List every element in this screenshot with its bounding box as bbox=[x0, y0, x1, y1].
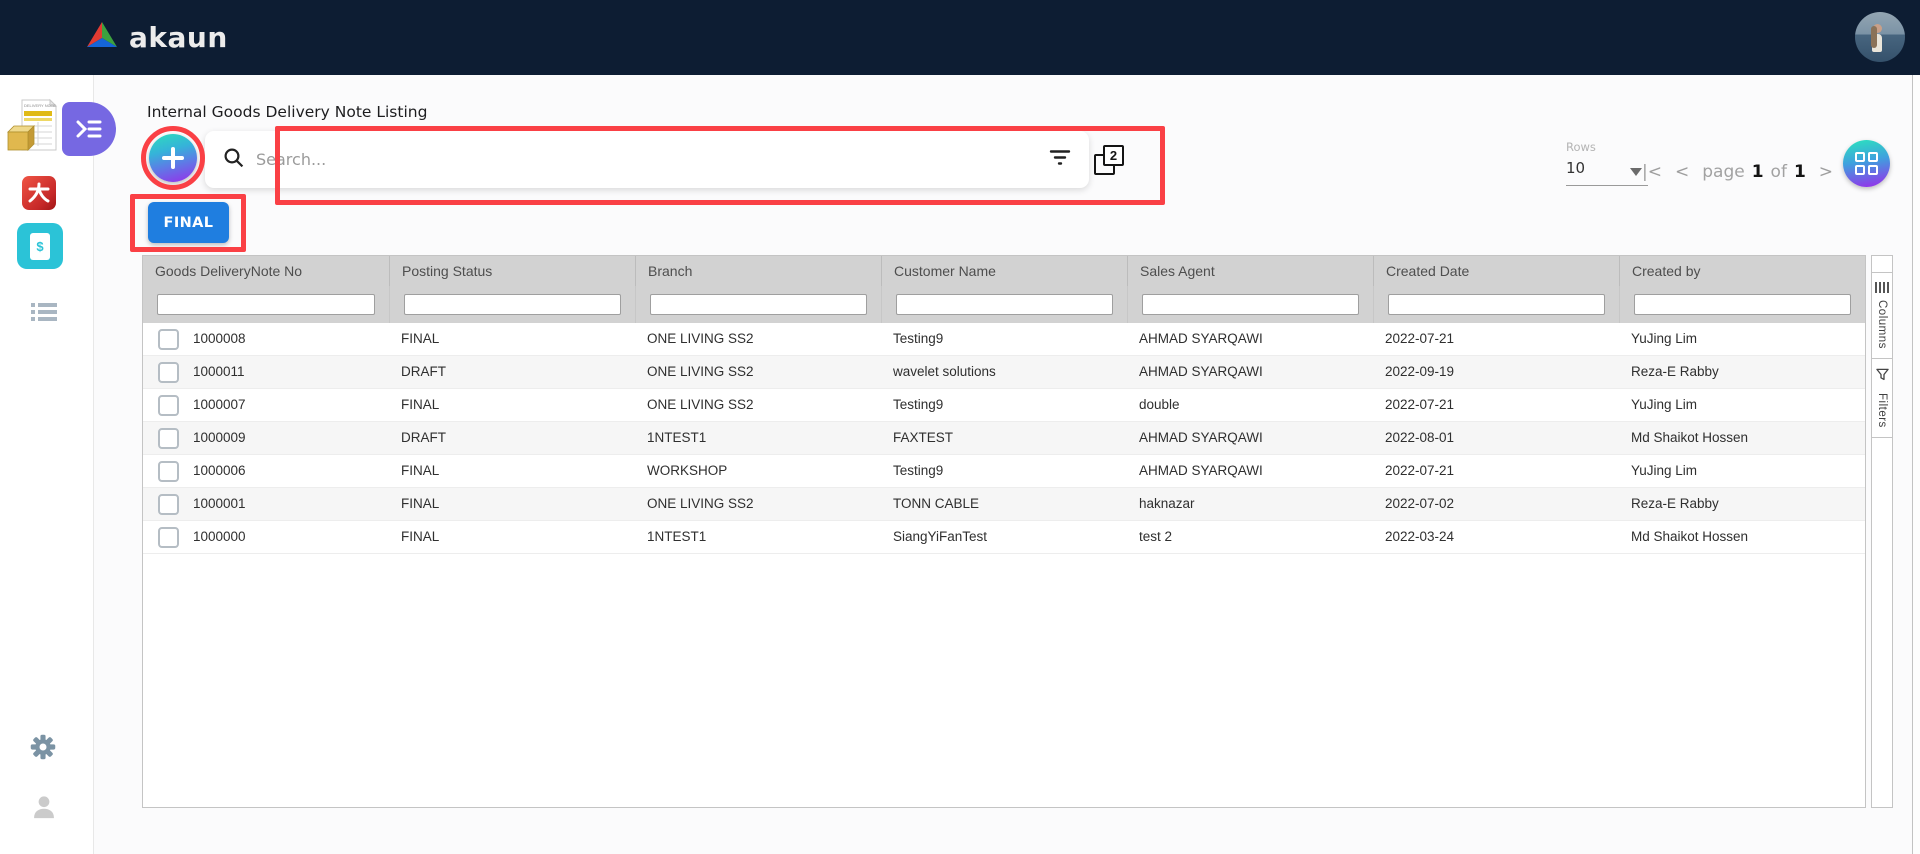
svg-text:DELIVERY NOTE: DELIVERY NOTE bbox=[24, 103, 56, 108]
current-page: 1 bbox=[1751, 162, 1764, 182]
menu-open-icon bbox=[76, 120, 102, 138]
filter-input-customer-name[interactable] bbox=[896, 294, 1113, 315]
left-sidebar: DELIVERY NOTE bbox=[0, 75, 94, 854]
delivery-note-module-icon[interactable]: DELIVERY NOTE bbox=[6, 98, 60, 156]
row-checkbox[interactable] bbox=[158, 361, 179, 383]
dai-character-glyph bbox=[28, 182, 50, 203]
table-row[interactable]: 1000009 DRAFT 1NTEST1 FAXTEST AHMAD SYAR… bbox=[143, 422, 1865, 455]
page-indicator: page 1 of 1 bbox=[1702, 162, 1806, 182]
akaun-logo[interactable]: akaun bbox=[84, 20, 228, 55]
filter-input-sales-agent[interactable] bbox=[1142, 294, 1359, 315]
col-header-customer-name[interactable]: Customer Name bbox=[881, 256, 1127, 286]
filter-input-created-date[interactable] bbox=[1388, 294, 1605, 315]
tab-filters[interactable]: Filters bbox=[1872, 359, 1892, 438]
total-pages: 1 bbox=[1793, 162, 1806, 182]
dollar-document-icon: $ bbox=[30, 232, 50, 260]
user-avatar[interactable] bbox=[1855, 12, 1905, 62]
top-navbar: akaun bbox=[0, 0, 1920, 75]
view-layout-button[interactable] bbox=[1843, 140, 1890, 187]
filters-tab-label: Filters bbox=[1876, 392, 1888, 428]
next-page-button[interactable]: > bbox=[1818, 162, 1834, 182]
tab-columns[interactable]: Columns bbox=[1872, 273, 1892, 359]
col-header-created-by[interactable]: Created by bbox=[1619, 256, 1865, 286]
table-row[interactable]: 1000001 FINAL ONE LIVING SS2 TONN CABLE … bbox=[143, 488, 1865, 521]
row-checkbox[interactable] bbox=[158, 394, 179, 416]
table-row[interactable]: 1000011 DRAFT ONE LIVING SS2 wavelet sol… bbox=[143, 356, 1865, 389]
sidebar-expand-button[interactable] bbox=[62, 102, 116, 156]
table-filter-row bbox=[143, 286, 1865, 323]
row-checkbox[interactable] bbox=[158, 328, 179, 350]
profile-person-icon[interactable] bbox=[30, 793, 58, 826]
table-side-panel: Columns Filters bbox=[1871, 255, 1893, 808]
grid-icon bbox=[1855, 152, 1878, 175]
col-header-sales-agent[interactable]: Sales Agent bbox=[1127, 256, 1373, 286]
filter-input-posting-status[interactable] bbox=[404, 294, 621, 315]
page-title: Internal Goods Delivery Note Listing bbox=[147, 103, 428, 121]
filter-list-icon[interactable] bbox=[1049, 149, 1071, 171]
pagination: |< < page 1 of 1 > >| bbox=[1642, 162, 1866, 182]
col-header-branch[interactable]: Branch bbox=[635, 256, 881, 286]
final-filter-button[interactable]: FINAL bbox=[148, 202, 229, 243]
filter-input-created-by[interactable] bbox=[1634, 294, 1851, 315]
rows-value: 10 bbox=[1566, 159, 1586, 177]
add-new-button[interactable] bbox=[149, 134, 197, 182]
table-header-row: Goods DeliveryNote No Posting Status Bra… bbox=[143, 256, 1865, 286]
row-checkbox[interactable] bbox=[158, 493, 179, 515]
row-checkbox[interactable] bbox=[158, 427, 179, 449]
list-menu-icon[interactable] bbox=[31, 302, 57, 327]
settings-gear-icon[interactable] bbox=[29, 733, 57, 766]
avatar-photo bbox=[1871, 24, 1883, 54]
search-input[interactable] bbox=[254, 149, 1039, 170]
delivery-note-table: Goods DeliveryNote No Posting Status Bra… bbox=[142, 255, 1866, 808]
filter-input-branch[interactable] bbox=[650, 294, 867, 315]
columns-tab-label: Columns bbox=[1876, 300, 1888, 349]
red-app-icon[interactable] bbox=[22, 176, 56, 210]
col-header-posting-status[interactable]: Posting Status bbox=[389, 256, 635, 286]
row-checkbox[interactable] bbox=[158, 460, 179, 482]
col-header-created-date[interactable]: Created Date bbox=[1373, 256, 1619, 286]
akaun-triangle-icon bbox=[84, 20, 120, 55]
invoice-app-icon[interactable]: $ bbox=[17, 223, 63, 269]
table-row[interactable]: 1000006 FINAL WORKSHOP Testing9 AHMAD SY… bbox=[143, 455, 1865, 488]
rows-per-page-select[interactable]: Rows 10 bbox=[1566, 140, 1650, 188]
chevron-down-icon bbox=[1630, 168, 1642, 176]
search-icon bbox=[223, 147, 244, 173]
pages-count: 2 bbox=[1103, 145, 1124, 166]
scrollbar-track[interactable] bbox=[1913, 75, 1920, 854]
columns-icon bbox=[1875, 282, 1889, 293]
row-checkbox[interactable] bbox=[158, 526, 179, 548]
filter-input-goods-delivery-note-no[interactable] bbox=[157, 294, 375, 315]
prev-page-button[interactable]: < bbox=[1674, 162, 1690, 182]
table-row[interactable]: 1000007 FINAL ONE LIVING SS2 Testing9 do… bbox=[143, 389, 1865, 422]
search-bar bbox=[205, 131, 1089, 188]
rows-label: Rows bbox=[1566, 140, 1596, 154]
funnel-icon bbox=[1875, 368, 1889, 386]
table-row[interactable]: 1000000 FINAL 1NTEST1 SiangYiFanTest tes… bbox=[143, 521, 1865, 554]
first-page-button[interactable]: |< bbox=[1642, 162, 1662, 182]
scrollbar-edge bbox=[1912, 75, 1913, 854]
duplicate-pages-icon[interactable]: 2 bbox=[1094, 145, 1124, 175]
col-header-goods-delivery-note-no[interactable]: Goods DeliveryNote No bbox=[155, 263, 303, 279]
table-row[interactable]: 1000008 FINAL ONE LIVING SS2 Testing9 AH… bbox=[143, 323, 1865, 356]
brand-name: akaun bbox=[129, 20, 228, 54]
